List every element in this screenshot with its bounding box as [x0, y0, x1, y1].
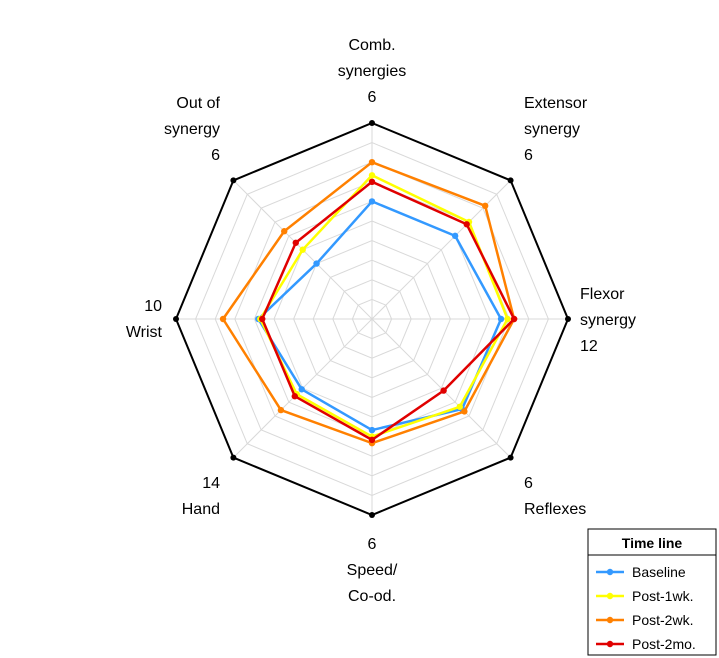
legend-label: Post-1wk.	[632, 588, 693, 604]
data-point	[277, 406, 285, 414]
data-point	[497, 315, 505, 323]
axis-label-line: Out of	[176, 95, 220, 112]
axis-label: 6 Speed/Co-od.	[347, 536, 398, 605]
data-point	[510, 315, 518, 323]
data-point	[368, 198, 376, 205]
axis-label-line: 6	[368, 89, 377, 106]
legend-item: Post-1wk.	[596, 588, 693, 604]
axis-labels: Comb. synergies 6 Extensor synergy 6 Flexor syn…	[126, 37, 636, 605]
data-point	[368, 159, 376, 166]
axis-label-line: synergy	[164, 121, 220, 138]
axis-label-line: 6	[368, 536, 377, 553]
data-point	[481, 202, 489, 210]
series-post-2wk-	[219, 159, 518, 447]
frame-vertex-marker	[507, 454, 514, 461]
frame-vertex-marker	[369, 512, 375, 518]
axis-label-line: 10	[144, 298, 162, 315]
axis-label-line: Flexor	[580, 286, 625, 303]
legend-swatch-marker	[606, 592, 614, 600]
legend-item: Post-2mo.	[596, 636, 696, 652]
frame-vertex-marker	[230, 454, 237, 461]
grid-spoke	[371, 318, 511, 458]
legend-item: Baseline	[596, 564, 686, 580]
outer-frame	[173, 120, 571, 518]
axis-label: Out of synergy 6	[164, 95, 221, 164]
data-point	[219, 315, 227, 323]
data-point	[440, 387, 447, 394]
legend-swatch-marker	[606, 640, 614, 648]
frame-vertex-marker	[565, 316, 571, 322]
axis-label-line: Comb.	[348, 37, 395, 54]
data-point	[456, 403, 463, 410]
frame-vertex-marker	[507, 177, 514, 184]
series-layer	[219, 159, 518, 447]
axis-label: 10 Wrist	[126, 298, 163, 341]
series-post-2mo-	[259, 178, 518, 444]
series-post-1wk-	[257, 172, 511, 440]
legend-box	[587, 528, 717, 656]
data-point	[368, 178, 376, 185]
axis-label-line: synergy	[524, 121, 580, 138]
axis-label: Extensor synergy 6	[524, 95, 588, 164]
frame-vertex-marker	[173, 316, 179, 322]
data-point	[368, 172, 376, 179]
legend-title: Time line	[622, 535, 683, 551]
axis-label-line: 12	[580, 338, 598, 355]
data-point	[292, 239, 299, 246]
axis-label-line: Co-od.	[348, 588, 396, 605]
axis-label: 14 Hand	[182, 475, 220, 518]
axis-label-line: synergies	[338, 63, 406, 80]
legend-swatch-marker	[606, 568, 614, 576]
axis-label-line: Wrist	[126, 324, 163, 341]
data-point	[461, 408, 468, 415]
data-point	[299, 246, 306, 253]
axis-label-line: Hand	[182, 501, 220, 518]
legend-label: Post-2mo.	[632, 636, 696, 652]
data-point	[313, 260, 320, 267]
axis-label: Comb. synergies 6	[338, 37, 406, 106]
frame-vertex-marker	[230, 177, 237, 184]
axis-label-line: Speed/	[347, 562, 398, 579]
legend-label: Post-2wk.	[632, 612, 693, 628]
axis-label-line: 6	[524, 147, 533, 164]
legend-item: Post-2wk.	[596, 612, 693, 628]
data-point	[368, 426, 376, 434]
axis-label-line: 6	[211, 147, 220, 164]
data-point	[259, 315, 266, 323]
data-point	[504, 315, 511, 323]
data-point	[281, 228, 288, 235]
legend-label: Baseline	[632, 564, 686, 580]
axis-label-line: 6	[524, 475, 533, 492]
data-point	[368, 436, 376, 444]
axis-label: Flexor synergy 12	[580, 286, 636, 355]
data-point	[298, 386, 305, 393]
axis-label: 6 Reflexes	[524, 475, 586, 518]
frame-vertex-marker	[369, 120, 375, 126]
legend: Time line Baseline Post-1wk. Post-2wk. Post-…	[587, 528, 717, 656]
axis-label-line: 14	[202, 475, 220, 492]
axis-label-line: Extensor	[524, 95, 588, 112]
legend-swatch-marker	[606, 616, 614, 624]
axis-label-line: synergy	[580, 312, 636, 329]
axis-label-line: Reflexes	[524, 501, 586, 518]
grid-spoke	[371, 180, 511, 320]
data-point	[291, 393, 298, 400]
data-point	[451, 232, 459, 240]
data-point	[463, 221, 470, 228]
